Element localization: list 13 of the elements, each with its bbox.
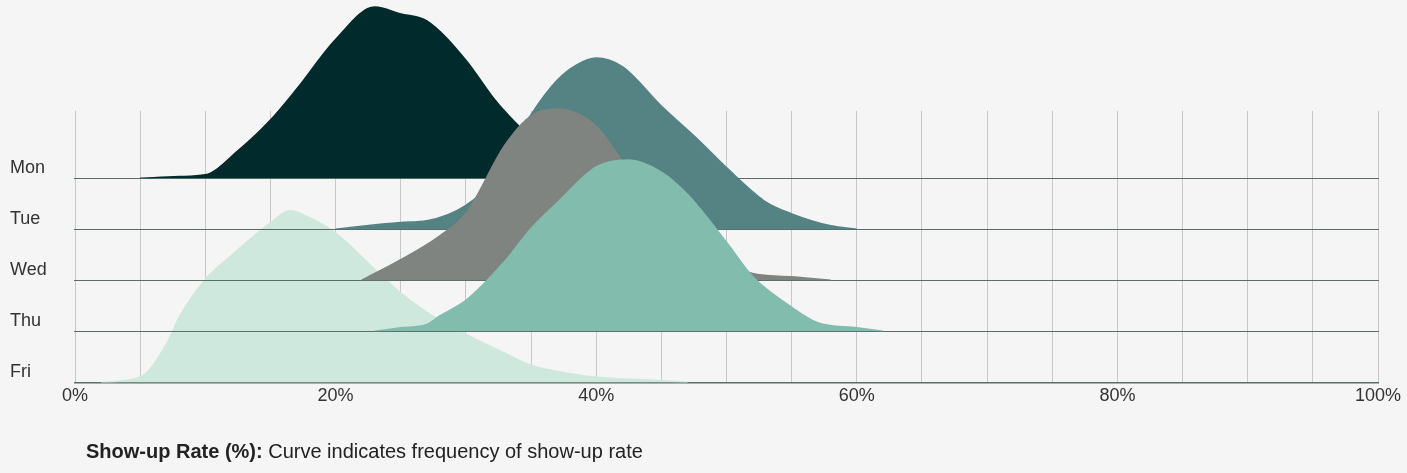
x-axis-title: Show-up Rate (%): [86,440,263,462]
text: Thu [10,309,42,330]
text: Fri [10,360,31,381]
x-tick-label: 40% [578,384,615,405]
text: Wed [10,258,47,279]
text: Curve indicates frequency of show-up rate [267,440,643,462]
x-tick-label: 0% [61,384,89,405]
x-tick-label: 80% [1099,384,1136,405]
x-tick-label: 100% [1354,384,1402,405]
text: Tue [10,207,41,228]
x-tick-label: 20% [317,384,354,405]
text: Mon [10,156,46,177]
x-tick-label: 60% [838,384,875,405]
